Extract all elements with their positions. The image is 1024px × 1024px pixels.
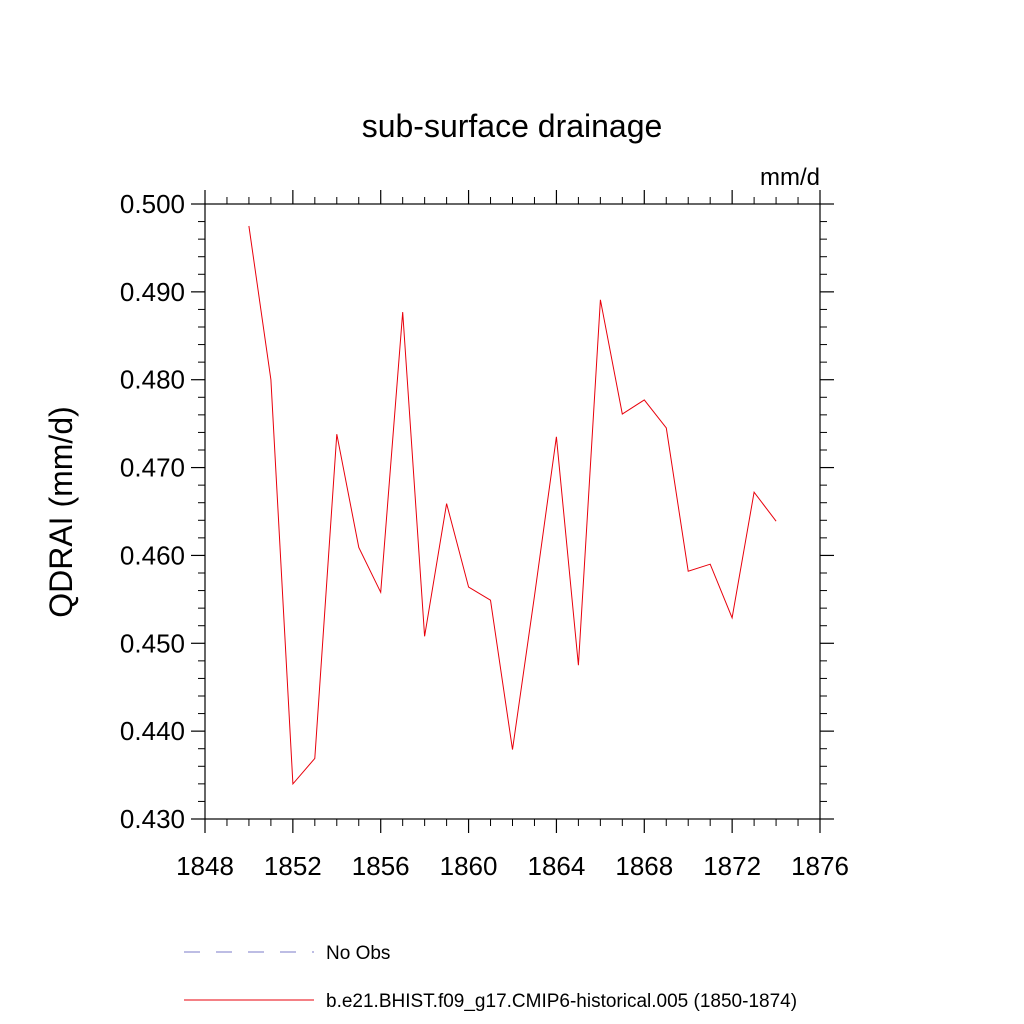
chart-title: sub-surface drainage (362, 108, 663, 144)
y-tick-label: 0.440 (120, 716, 185, 746)
y-tick-label: 0.450 (120, 628, 185, 658)
x-tick-label: 1876 (791, 851, 849, 881)
x-tick-label: 1864 (528, 851, 586, 881)
y-tick-label: 0.470 (120, 453, 185, 483)
y-tick-label: 0.480 (120, 365, 185, 395)
plot-frame (204, 203, 821, 820)
legend-label: b.e21.BHIST.f09_g17.CMIP6-historical.005… (326, 991, 797, 1012)
legend-label: No Obs (326, 943, 390, 964)
x-tick-label: 1868 (615, 851, 673, 881)
y-axis-label: QDRAI (mm/d) (43, 406, 79, 618)
plot-area: 0.430 0.440 0.450 0.460 0.470 0.480 0.490 0.500… (120, 189, 849, 881)
x-tick-label: 1872 (703, 851, 761, 881)
x-tick-label: 1852 (264, 851, 322, 881)
x-tick-label: 1860 (440, 851, 498, 881)
y-tick-label: 0.460 (120, 540, 185, 570)
y-tick-label: 0.490 (120, 277, 185, 307)
units-label: mm/d (760, 164, 820, 191)
x-tick-label: 1856 (352, 851, 410, 881)
series-line (248, 225, 777, 786)
y-tick-label: 0.430 (120, 804, 185, 834)
legend: No Obs b.e21.BHIST.f09_g17.CMIP6-historic… (184, 943, 797, 1012)
y-tick-label: 0.500 (120, 189, 185, 219)
x-tick-label: 1848 (176, 851, 234, 881)
